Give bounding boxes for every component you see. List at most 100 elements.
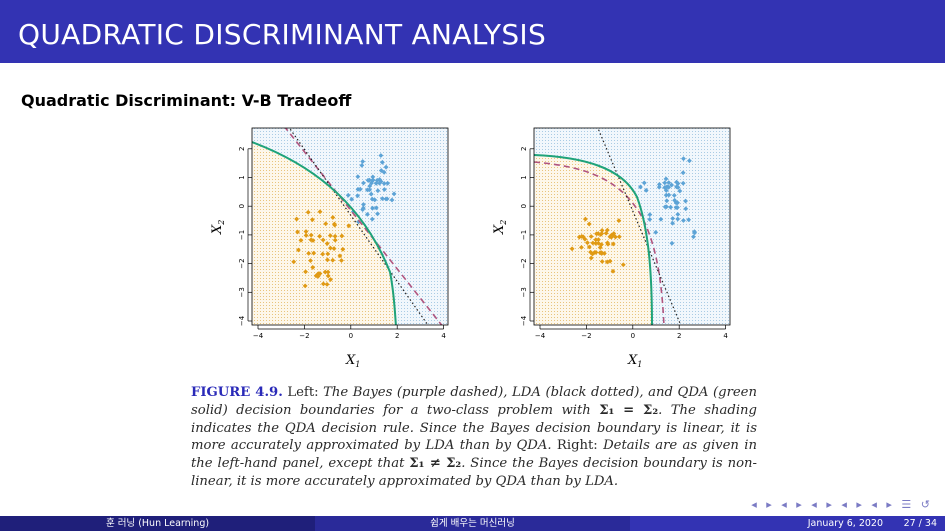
orange-point	[607, 234, 613, 240]
y-tick-label: −4	[238, 315, 246, 326]
footer-bar: 훈 러닝 (Hun Learning) 쉽게 배우는 머신러닝 January …	[0, 516, 945, 531]
blue-point	[355, 193, 360, 199]
orange-point	[605, 240, 610, 246]
lda-boundary	[597, 128, 682, 325]
orange-point	[317, 209, 323, 215]
blue-point	[669, 240, 675, 246]
figure-label: FIGURE 4.9.	[191, 385, 283, 400]
beamer-navigation-icons[interactable]: ◂ ▸ ◂ ▸ ◂ ▸ ◂ ▸ ◂ ▸ ☰ ↺	[751, 498, 933, 511]
caption-text-1: The Bayes (purple dashed), LDA (black do…	[191, 385, 757, 418]
orange-point	[302, 283, 308, 289]
page-title: QUADRATIC DISCRIMINANT ANALYSIS	[18, 18, 547, 51]
orange-point	[303, 233, 309, 238]
orange-point	[328, 277, 333, 282]
caption-left-label: Left:	[287, 385, 319, 400]
blue-point	[349, 196, 355, 202]
blue-point	[692, 230, 698, 236]
caption-equation-2: Σ₁ ≠ Σ₂	[409, 456, 462, 472]
orange-point	[328, 245, 333, 251]
blue-point	[664, 204, 669, 210]
x-axis-label: X1	[345, 353, 360, 369]
header-bar: QUADRATIC DISCRIMINANT ANALYSIS	[0, 0, 945, 63]
orange-point	[610, 268, 616, 274]
bayes-boundary	[284, 128, 443, 325]
orange-point	[588, 255, 594, 261]
y-tick-label: 2	[238, 147, 246, 151]
blue-point	[670, 216, 676, 221]
caption-equation-1: Σ₁ = Σ₂	[599, 402, 659, 418]
x-tick-label: −4	[253, 332, 264, 340]
blue-point	[365, 211, 370, 217]
x-tick-label: −4	[535, 332, 546, 340]
orange-point	[291, 259, 297, 265]
blue-point	[647, 212, 653, 218]
orange-point	[317, 233, 323, 239]
footer-author: 훈 러닝 (Hun Learning)	[0, 516, 315, 531]
blue-point	[680, 180, 686, 186]
y-tick-label: 0	[520, 204, 528, 208]
footer-date: January 6, 2020	[807, 518, 883, 529]
orange-point	[325, 269, 331, 275]
x-tick-label: −2	[299, 332, 309, 340]
y-tick-label: −4	[520, 315, 528, 326]
x-tick-label: 4	[723, 332, 728, 340]
orange-point	[340, 246, 346, 252]
orange-point	[325, 273, 331, 279]
qda-boundary	[534, 154, 653, 325]
blue-point	[675, 200, 680, 206]
y-tick-label: −3	[520, 287, 528, 297]
blue-point	[367, 187, 373, 193]
lda-boundary	[288, 128, 429, 325]
orange-point	[295, 229, 300, 235]
orange-point	[330, 257, 336, 263]
y-axis-label: X2	[492, 220, 508, 235]
y-tick-label: 1	[520, 175, 528, 179]
x-tick-label: 4	[441, 332, 446, 340]
orange-point	[346, 223, 352, 229]
left-plot: −4 −2 0 2 4 −4 −3 −2 −1 0 1 2 X1 X2	[210, 127, 449, 369]
orange-region	[252, 142, 396, 325]
orange-point	[322, 269, 328, 275]
orange-point	[586, 221, 592, 227]
caption-text-4: . Since the Bayes decision boundary is n…	[191, 456, 757, 489]
y-tick-label: −2	[520, 258, 528, 268]
orange-point	[303, 269, 308, 275]
orange-point	[603, 230, 609, 236]
y-tick-label: −1	[520, 230, 528, 240]
orange-point	[593, 240, 599, 246]
y-tick-label: 2	[520, 147, 528, 151]
blue-point	[381, 181, 387, 186]
blue-point	[389, 197, 395, 203]
orange-point	[324, 241, 330, 246]
plot-frame	[251, 127, 449, 326]
blue-point	[675, 205, 680, 210]
x-tick-label: 0	[349, 332, 353, 340]
bayes-boundary	[534, 161, 665, 325]
y-tick-label: −3	[238, 287, 246, 297]
blue-point	[663, 188, 669, 193]
x-axis-label: X1	[627, 353, 642, 369]
y-tick-label: −1	[238, 230, 246, 240]
blue-point	[377, 177, 383, 182]
right-plot: −4 −2 0 2 4 −4 −3 −2 −1 0 1 2 X1 X2	[492, 127, 731, 369]
y-tick-label: 0	[238, 204, 246, 208]
orange-point	[323, 221, 329, 227]
blue-point	[666, 180, 672, 186]
blue-point	[686, 217, 692, 223]
x-tick-label: −2	[581, 332, 591, 340]
orange-point	[337, 253, 343, 259]
footer-info: January 6, 2020 27 / 34	[630, 516, 945, 531]
orange-point	[620, 262, 626, 268]
x-tick-label: 0	[631, 332, 635, 340]
blue-point	[656, 182, 662, 187]
blue-point	[360, 205, 366, 211]
blue-point	[675, 216, 681, 222]
blue-point	[674, 184, 679, 190]
footer-title: 쉽게 배우는 머신러닝	[315, 516, 630, 531]
x-tick-label: 2	[677, 332, 681, 340]
blue-point	[369, 180, 374, 186]
blue-point	[670, 220, 675, 226]
page-number: 27 / 34	[903, 518, 937, 529]
qda-boundary	[252, 141, 397, 325]
caption-right-label: Right:	[556, 438, 598, 454]
